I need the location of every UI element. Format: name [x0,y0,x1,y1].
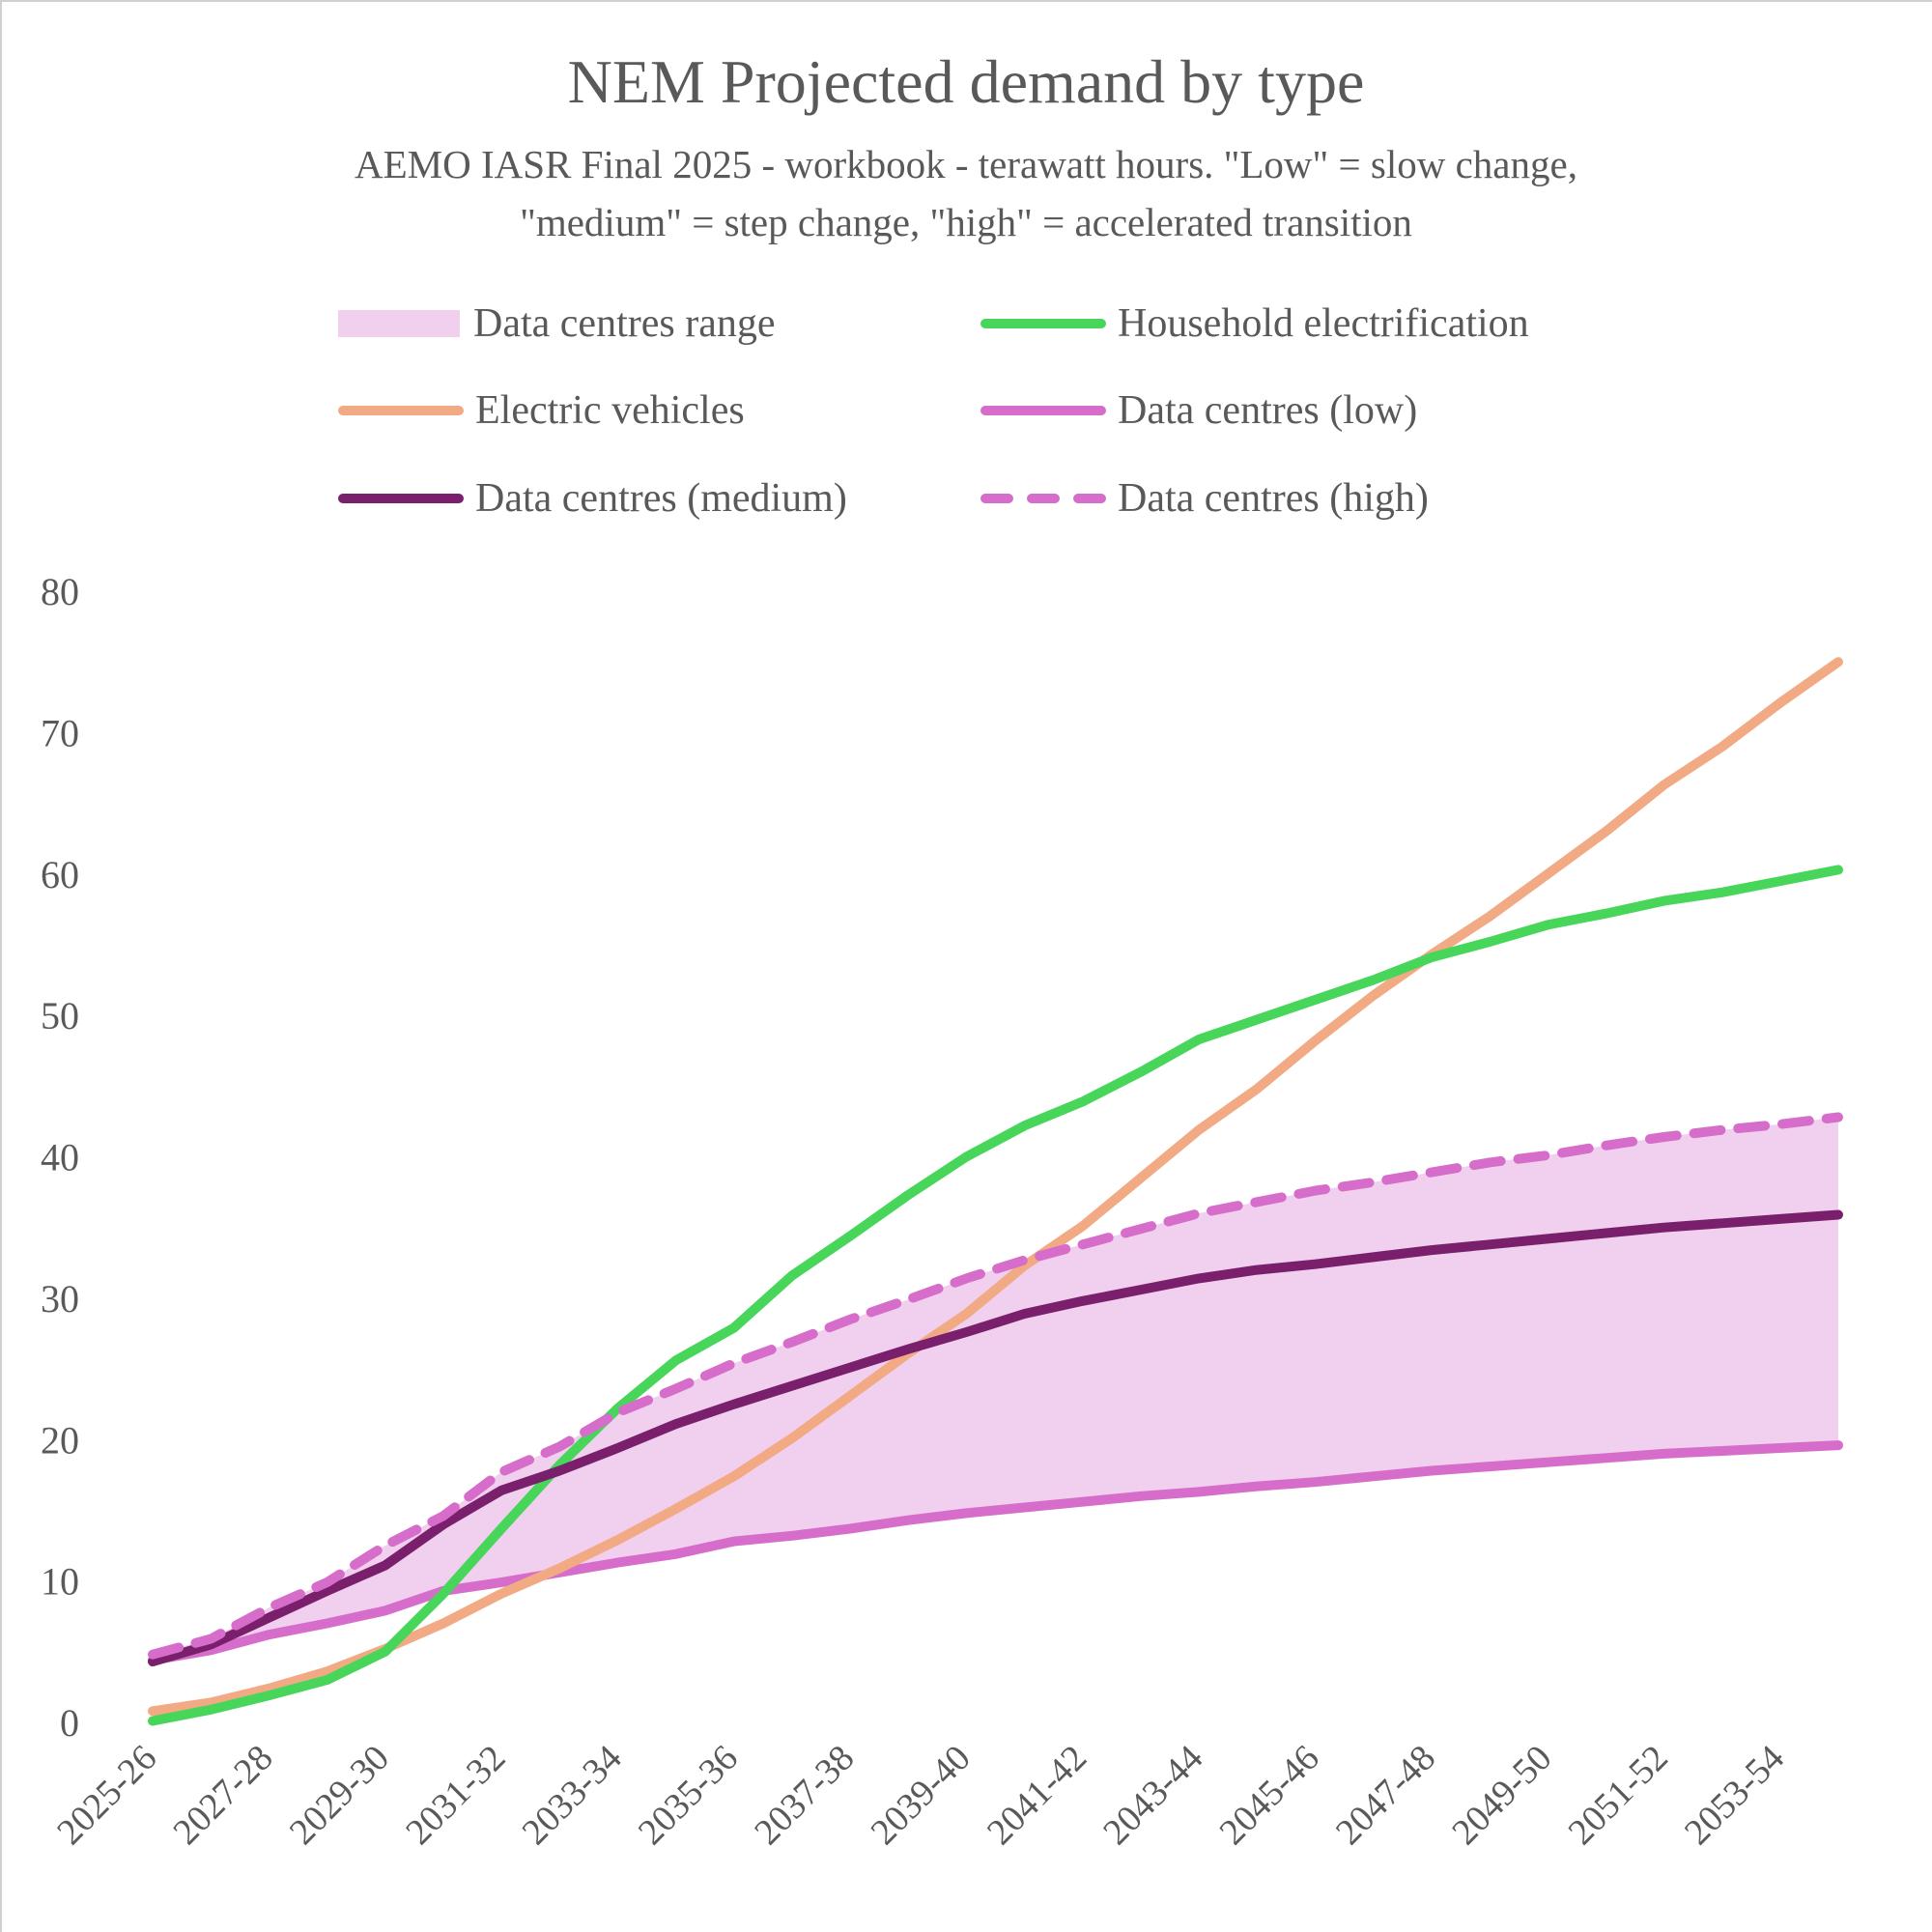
x-tick-label: 2037-38 [747,1738,862,1853]
subtitle-line-2: "medium" = step change, "high" = acceler… [520,200,1412,244]
x-tick-label: 2043-44 [1095,1738,1210,1853]
x-tick-label: 2049-50 [1444,1738,1559,1853]
chart-subtitle: AEMO IASR Final 2025 - workbook - terawa… [193,135,1739,251]
series-line-data-centres-low [148,1440,1843,1665]
y-tick-label: 50 [41,994,79,1037]
legend-label: Data centres (low) [1118,388,1418,433]
legend-swatch-range [338,310,460,337]
x-tick-label: 2047-48 [1328,1738,1443,1853]
x-tick-label: 2035-36 [631,1738,746,1853]
legend-label: Data centres (medium) [475,476,847,521]
y-tick-label: 40 [41,1136,79,1179]
legend-item-household-electrification[interactable]: Household electrification [980,295,1529,353]
x-tick-label: 2033-34 [514,1738,629,1853]
range-band-data-centres-range [153,1117,1838,1661]
x-tick-label: 2053-54 [1677,1738,1792,1853]
y-axis: 0 10 20 30 40 50 60 70 80 [41,570,79,1745]
legend-label: Data centres range [473,301,776,346]
legend-label: Data centres (high) [1118,476,1429,521]
legend-swatch-low [980,406,1106,415]
y-tick-label: 70 [41,711,79,754]
y-tick-label: 80 [41,570,79,613]
legend-swatch-ev [338,406,464,415]
legend-swatch-high [980,494,1106,503]
series-line-household-electrification [148,865,1843,1726]
series-line-electric-vehicles [148,657,1843,1717]
x-tick-label: 2051-52 [1561,1738,1676,1853]
x-tick-label: 2029-30 [282,1738,397,1853]
legend-swatch-medium [338,494,464,503]
legend-item-data-centres-low[interactable]: Data centres (low) [980,382,1417,440]
legend-item-data-centres-high[interactable]: Data centres (high) [980,469,1429,527]
y-tick-label: 60 [41,853,79,896]
x-tick-label: 2045-46 [1212,1738,1327,1853]
series-line-data-centres-medium [148,1209,1843,1667]
x-tick-label: 2039-40 [864,1738,979,1853]
x-axis: 2025-26 2027-28 2029-30 2031-32 2033-34 2035-… [49,1738,1792,1853]
y-tick-label: 20 [41,1418,79,1462]
x-tick-label: 2041-42 [980,1738,1094,1853]
legend-label: Electric vehicles [475,388,745,433]
x-tick-label: 2031-32 [398,1738,513,1853]
legend-item-electric-vehicles[interactable]: Electric vehicles [338,382,745,440]
legend-item-data-centres-range[interactable]: Data centres range [338,295,775,353]
series-line-data-centres-high [148,1112,1843,1660]
legend-item-data-centres-medium[interactable]: Data centres (medium) [338,469,847,527]
x-tick-label: 2027-28 [165,1738,280,1853]
subtitle-line-1: AEMO IASR Final 2025 - workbook - terawa… [355,142,1577,186]
legend-label: Household electrification [1118,301,1529,346]
chart-title: NEM Projected demand by type [567,47,1365,116]
x-tick-label: 2025-26 [49,1738,164,1853]
legend-swatch-household [980,319,1106,328]
y-tick-label: 30 [41,1277,79,1321]
y-tick-label: 10 [41,1560,79,1604]
y-tick-label: 0 [60,1701,79,1745]
